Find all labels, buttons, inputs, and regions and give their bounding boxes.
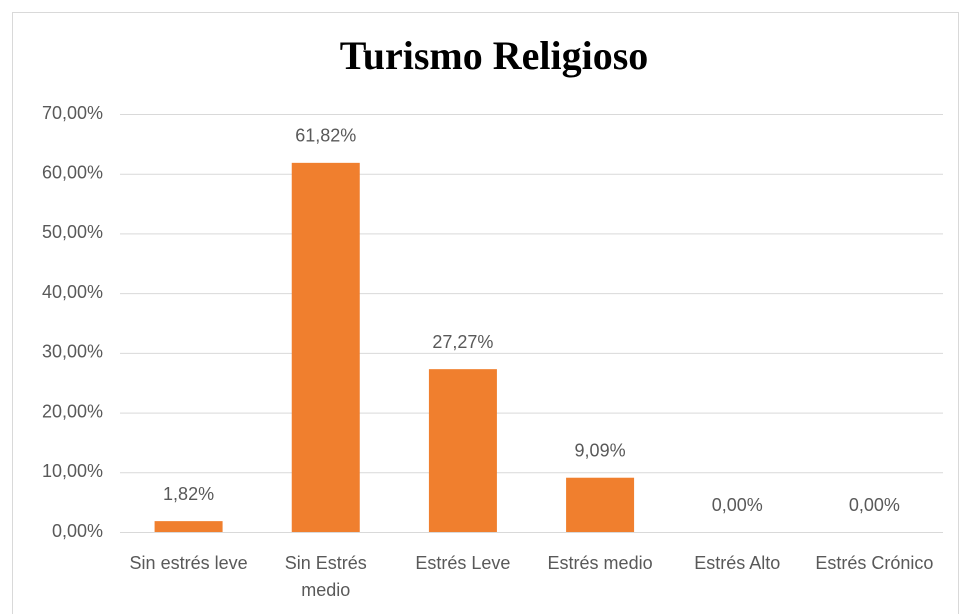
chart-title: Turismo Religioso: [340, 33, 649, 78]
y-tick-label: 20,00%: [42, 401, 103, 421]
x-tick-label: Estrés Crónico: [815, 553, 934, 573]
y-tick-label: 40,00%: [42, 282, 103, 302]
x-tick-label: Sin estrés leve: [129, 553, 248, 573]
y-tick-label: 70,00%: [42, 103, 103, 123]
x-tick-label: Sin Estrés medio: [284, 553, 367, 600]
y-tick-label: 0,00%: [52, 521, 103, 541]
value-label: 61,82%: [295, 126, 356, 146]
y-tick-label: 30,00%: [42, 342, 103, 362]
bar: [428, 369, 497, 532]
bar: [566, 477, 635, 532]
y-tick-label: 60,00%: [42, 162, 103, 182]
x-tick-label: Estrés medio: [547, 553, 653, 573]
value-label: 9,09%: [575, 440, 626, 460]
value-label: 0,00%: [849, 495, 900, 515]
bar: [291, 162, 360, 532]
y-tick-label: 10,00%: [42, 461, 103, 481]
x-tick-label: Estrés Leve: [415, 553, 511, 573]
value-label: 27,27%: [432, 332, 493, 352]
bar: [154, 521, 223, 532]
x-tick-label: Estrés Alto: [694, 553, 781, 573]
y-tick-label: 50,00%: [42, 222, 103, 242]
value-label: 0,00%: [712, 495, 763, 515]
value-label: 1,82%: [163, 484, 214, 504]
